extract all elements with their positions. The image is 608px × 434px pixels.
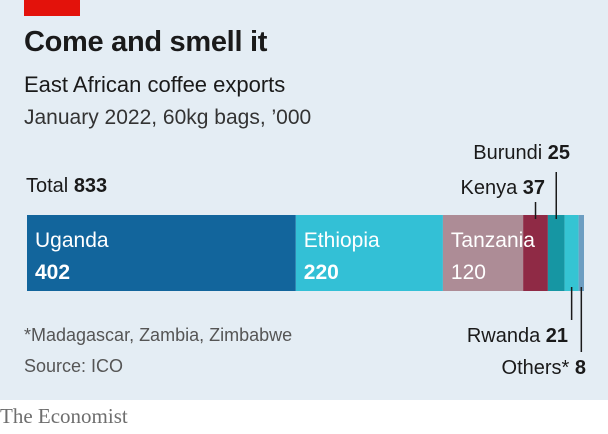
bar-label-tanzania: Tanzania bbox=[451, 229, 535, 252]
stacked-bar-chart: Uganda 402 Ethiopia 220 Tanzania 120 Kenya 37 B… bbox=[27, 142, 586, 379]
bar-value-ethiopia: 220 bbox=[304, 261, 339, 284]
brand-red-tag bbox=[24, 0, 80, 16]
footnote: *Madagascar, Zambia, Zimbabwe bbox=[24, 325, 293, 345]
source-note: Source: ICO bbox=[24, 356, 124, 376]
bar-burundi bbox=[547, 215, 565, 291]
total-label: Total 833 bbox=[26, 175, 107, 198]
chart-subtitle: East African coffee exports bbox=[24, 72, 286, 97]
footer bbox=[0, 400, 608, 434]
chart-panel bbox=[0, 0, 608, 400]
bar-others bbox=[578, 215, 584, 291]
chart-units: January 2022, 60kg bags, ’000 bbox=[24, 106, 312, 129]
bar-label-burundi: Burundi 25 bbox=[473, 142, 570, 164]
brand-wordmark: The Economist bbox=[0, 404, 128, 428]
bar-value-uganda: 402 bbox=[35, 261, 70, 284]
bar-value-tanzania: 120 bbox=[451, 261, 486, 284]
bar-ethiopia bbox=[295, 215, 443, 291]
bar-kenya bbox=[523, 215, 548, 291]
bar-uganda bbox=[27, 215, 296, 291]
bar-label-uganda: Uganda bbox=[35, 229, 109, 252]
bar-label-others: Others* 8 bbox=[502, 357, 586, 379]
bar-label-rwanda: Rwanda 21 bbox=[467, 325, 568, 347]
bar-rwanda bbox=[564, 215, 579, 291]
total-value: 833 bbox=[73, 175, 108, 197]
bar-label-ethiopia: Ethiopia bbox=[304, 229, 380, 252]
total-label-text: Total bbox=[26, 175, 69, 197]
bar-label-kenya: Kenya 37 bbox=[460, 177, 545, 199]
chart-title: Come and smell it bbox=[24, 26, 268, 58]
bar-tanzania bbox=[442, 215, 524, 291]
